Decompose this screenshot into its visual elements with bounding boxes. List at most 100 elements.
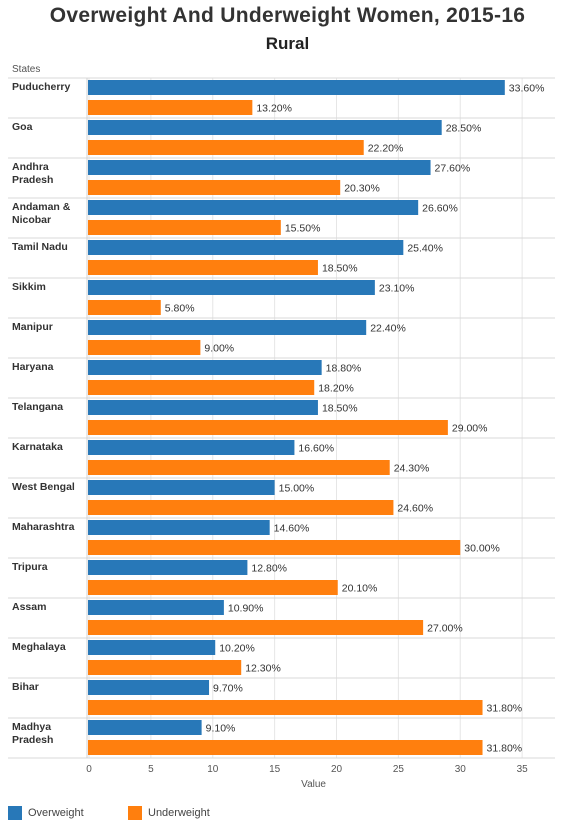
category-label: Puducherry [12, 81, 71, 93]
category-label: Bihar [12, 681, 39, 693]
bar-overweight-11 [88, 520, 270, 535]
data-label: 18.50% [322, 263, 358, 275]
bar-underweight-10 [88, 500, 394, 515]
data-label: 15.00% [279, 483, 315, 495]
data-label: 5.80% [165, 303, 195, 315]
data-label: 13.20% [256, 103, 292, 115]
data-label: 31.80% [487, 703, 523, 715]
bar-underweight-4 [88, 260, 318, 275]
category-label: Telangana [12, 401, 63, 413]
data-label: 9.00% [204, 343, 234, 355]
data-label: 24.60% [397, 503, 433, 515]
bar-underweight-5 [88, 300, 161, 315]
data-label: 9.10% [206, 723, 236, 735]
category-label: Tamil Nadu [12, 241, 68, 253]
bar-overweight-15 [88, 680, 210, 695]
data-label: 22.40% [370, 323, 406, 335]
bar-overweight-10 [88, 480, 275, 495]
data-label: 24.30% [394, 463, 430, 475]
bar-overweight-12 [88, 560, 248, 575]
legend-label-overweight: Overweight [28, 807, 84, 819]
bar-overweight-13 [88, 600, 224, 615]
bar-chart: StatesPuducherryGoaAndhraPradeshAndaman … [8, 64, 555, 790]
data-label: 23.10% [379, 283, 415, 295]
category-label: Meghalaya [12, 641, 66, 653]
x-axis-title: Value [301, 779, 326, 790]
bar-overweight-3 [88, 200, 419, 215]
bar-underweight-11 [88, 540, 461, 555]
bar-overweight-0 [88, 80, 505, 95]
category-label: Pradesh [12, 734, 53, 746]
bar-overweight-9 [88, 440, 295, 455]
bar-underweight-15 [88, 700, 483, 715]
data-label: 25.40% [407, 243, 443, 255]
legend-item-overweight[interactable]: Overweight [8, 806, 84, 820]
bar-underweight-6 [88, 340, 201, 355]
category-label: Pradesh [12, 174, 53, 186]
data-label: 33.60% [509, 83, 545, 95]
data-label: 18.20% [318, 383, 354, 395]
category-label: Madhya [12, 721, 51, 733]
x-tick-label: 35 [517, 764, 529, 775]
data-label: 26.60% [422, 203, 458, 215]
x-tick-label: 20 [331, 764, 343, 775]
category-label: Goa [12, 121, 33, 133]
bar-underweight-14 [88, 660, 242, 675]
x-tick-label: 0 [86, 764, 92, 775]
data-label: 12.30% [245, 663, 281, 675]
legend-item-underweight[interactable]: Underweight [128, 806, 210, 820]
bar-underweight-1 [88, 140, 364, 155]
category-label: Andhra [12, 161, 49, 173]
bar-overweight-14 [88, 640, 216, 655]
data-label: 31.80% [487, 743, 523, 755]
x-tick-label: 15 [269, 764, 281, 775]
category-label: West Bengal [12, 481, 75, 493]
data-label: 16.60% [298, 443, 334, 455]
bar-underweight-12 [88, 580, 338, 595]
category-label: Haryana [12, 361, 54, 373]
bar-underweight-2 [88, 180, 341, 195]
bar-overweight-16 [88, 720, 202, 735]
data-label: 28.50% [446, 123, 482, 135]
category-label: Andaman & [12, 201, 71, 213]
data-label: 20.30% [344, 183, 380, 195]
x-tick-label: 30 [455, 764, 467, 775]
bar-underweight-13 [88, 620, 424, 635]
data-label: 30.00% [464, 543, 500, 555]
bar-overweight-5 [88, 280, 375, 295]
category-label: Sikkim [12, 281, 46, 293]
data-label: 27.60% [435, 163, 471, 175]
category-label: Nicobar [12, 214, 51, 226]
bar-underweight-16 [88, 740, 483, 755]
data-label: 22.20% [368, 143, 404, 155]
bar-overweight-4 [88, 240, 404, 255]
category-label: Karnataka [12, 441, 63, 453]
data-label: 9.70% [213, 683, 243, 695]
category-label: Manipur [12, 321, 53, 333]
bar-overweight-8 [88, 400, 318, 415]
data-label: 12.80% [251, 563, 287, 575]
bar-underweight-9 [88, 460, 390, 475]
bar-overweight-2 [88, 160, 431, 175]
category-label: Tripura [12, 561, 48, 573]
data-label: 18.50% [322, 403, 358, 415]
x-tick-label: 25 [393, 764, 405, 775]
bar-underweight-7 [88, 380, 315, 395]
bar-overweight-6 [88, 320, 367, 335]
legend-swatch-underweight [128, 806, 142, 820]
y-axis-title: States [12, 64, 40, 75]
legend: Overweight Underweight [8, 806, 568, 830]
legend-label-underweight: Underweight [148, 807, 210, 819]
bar-overweight-7 [88, 360, 322, 375]
bar-underweight-3 [88, 220, 281, 235]
data-label: 10.90% [228, 603, 264, 615]
data-label: 18.80% [326, 363, 362, 375]
bar-underweight-8 [88, 420, 448, 435]
x-tick-label: 5 [148, 764, 154, 775]
chart-subtitle: Rural [265, 34, 310, 53]
data-label: 15.50% [285, 223, 321, 235]
bar-underweight-0 [88, 100, 253, 115]
data-label: 10.20% [219, 643, 255, 655]
x-tick-label: 10 [207, 764, 219, 775]
category-label: Maharashtra [12, 521, 75, 533]
